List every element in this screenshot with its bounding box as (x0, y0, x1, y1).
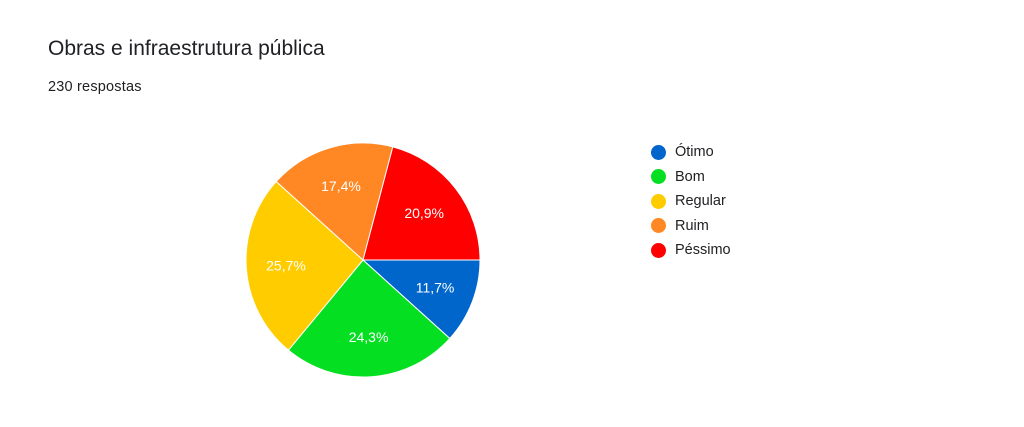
pie-slice-5[interactable] (362, 146, 481, 261)
legend-swatch (651, 169, 666, 185)
legend-swatch (651, 242, 666, 258)
legend-item[interactable]: Bom (651, 165, 731, 190)
legend-item[interactable]: Regular (651, 189, 731, 214)
legend-item[interactable]: Ótimo (651, 140, 731, 165)
slice-label-4: 17,4% (321, 178, 361, 194)
legend-label: Péssimo (675, 242, 731, 259)
pie-slice-4[interactable] (275, 142, 394, 261)
slice-label-5: 20,9% (404, 205, 444, 221)
chart-title: Obras e infraestrutura pública (48, 37, 325, 60)
response-count: 230 respostas (48, 79, 142, 95)
legend-item[interactable]: Ruim (651, 214, 731, 239)
chart-legend: Ótimo Bom Regular Ruim Péssimo (651, 140, 731, 263)
legend-swatch (651, 193, 666, 209)
legend-label: Bom (675, 168, 705, 185)
slice-label-2: 24,3% (349, 329, 389, 345)
legend-label: Ruim (675, 217, 709, 234)
pie-slice-2[interactable] (287, 259, 451, 378)
pie-slice-3[interactable] (245, 180, 364, 351)
slice-label-1: 11,7% (416, 280, 455, 296)
pie-slice-1[interactable] (361, 259, 481, 340)
legend-label: Ótimo (675, 144, 714, 161)
legend-swatch (651, 218, 666, 234)
legend-swatch (651, 144, 666, 160)
slice-label-3: 25,7% (266, 258, 306, 274)
legend-item[interactable]: Péssimo (651, 238, 731, 263)
legend-label: Regular (675, 193, 726, 210)
